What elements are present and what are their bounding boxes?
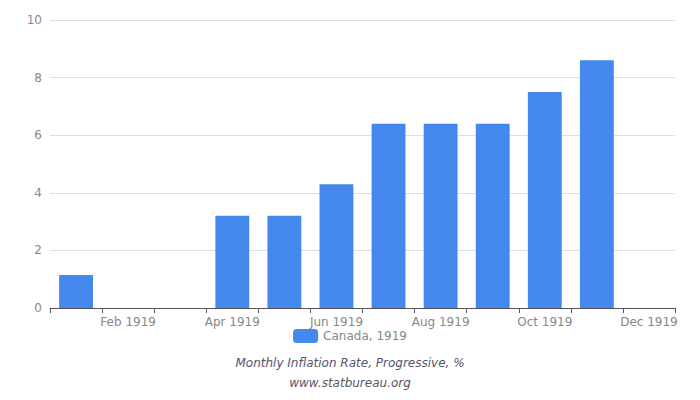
svg-text:6: 6 bbox=[34, 128, 42, 142]
svg-text:Aug 1919: Aug 1919 bbox=[412, 315, 470, 329]
svg-text:Canada, 1919: Canada, 1919 bbox=[323, 329, 407, 343]
svg-text:Monthly Inflation Rate, Progre: Monthly Inflation Rate, Progressive, % bbox=[235, 356, 464, 370]
svg-text:0: 0 bbox=[34, 301, 42, 315]
svg-text:Dec 1919: Dec 1919 bbox=[620, 315, 678, 329]
svg-text:8: 8 bbox=[34, 71, 42, 85]
svg-text:2: 2 bbox=[34, 243, 42, 257]
svg-text:Jun 1919: Jun 1919 bbox=[309, 315, 363, 329]
svg-text:Oct 1919: Oct 1919 bbox=[517, 315, 572, 329]
svg-text:www.statbureau.org: www.statbureau.org bbox=[289, 376, 411, 390]
svg-text:Apr 1919: Apr 1919 bbox=[205, 315, 260, 329]
svg-text:Feb 1919: Feb 1919 bbox=[100, 315, 156, 329]
svg-text:10: 10 bbox=[27, 13, 42, 27]
svg-text:4: 4 bbox=[34, 186, 42, 200]
